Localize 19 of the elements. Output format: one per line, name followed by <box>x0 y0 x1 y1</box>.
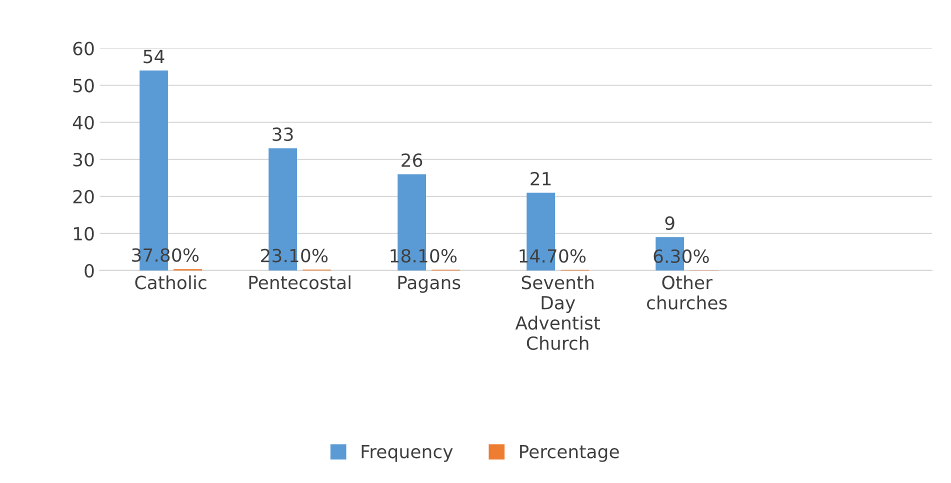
data-label: 54 <box>144 50 164 64</box>
data-label: 9 <box>665 216 674 230</box>
data-label: 21 <box>530 172 551 186</box>
y-tick-label: 10 <box>74 226 94 241</box>
legend-label: Frequency <box>362 445 453 462</box>
y-tick-label: 50 <box>73 78 94 92</box>
x-tick-label: Other churches <box>646 275 727 310</box>
y-tick-label: 0 <box>84 264 94 278</box>
x-tick-label: Catholic <box>135 275 206 290</box>
x-tick-label: Pentecostal <box>249 275 350 290</box>
x-tick-label: Seventh Day Adventist Church <box>515 275 600 350</box>
y-tick-label: 40 <box>72 116 94 130</box>
data-label: 26 <box>402 153 422 167</box>
y-tick-label: 60 <box>73 42 94 56</box>
data-label: 33 <box>272 127 293 142</box>
y-tick-label: 20 <box>73 190 94 204</box>
legend-label: Percentage <box>520 445 619 462</box>
x-tick-label: Pagans <box>398 276 460 293</box>
y-tick-label: 30 <box>73 152 94 167</box>
